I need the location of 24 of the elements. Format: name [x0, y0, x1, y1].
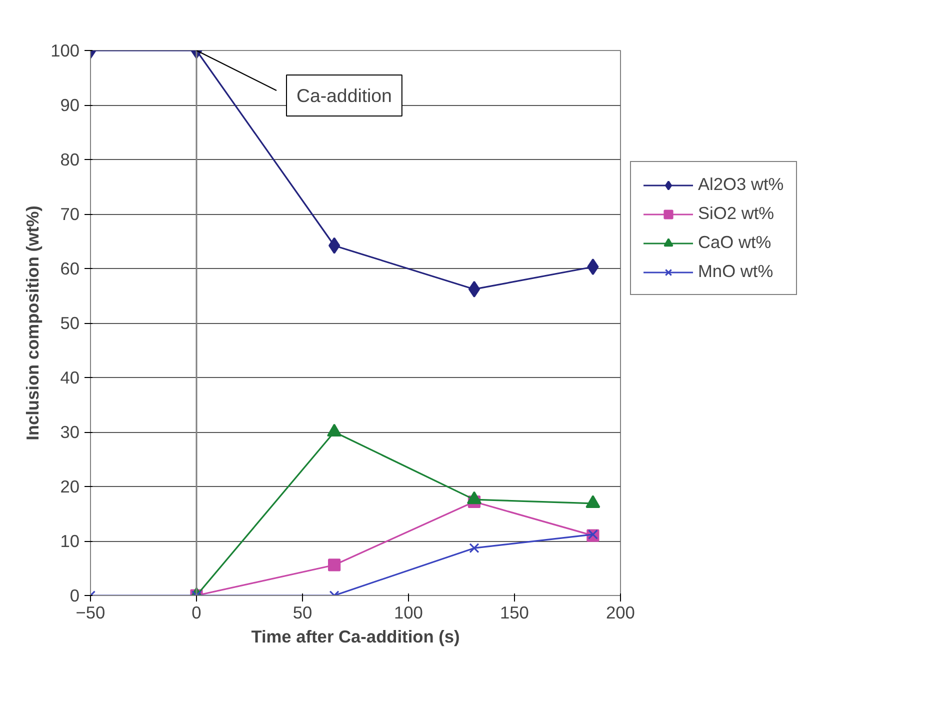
x-tick-label: −50: [76, 602, 106, 622]
x-tick-label: 100: [394, 602, 423, 622]
y-tick-label: 30: [60, 422, 80, 442]
x-tick-label: 0: [192, 602, 202, 622]
legend-label: CaO wt%: [698, 232, 772, 253]
y-tick-label: 0: [70, 586, 80, 606]
y-tick-label: 10: [60, 531, 80, 551]
y-tick-label: 100: [50, 40, 80, 60]
y-tick-label: 20: [60, 476, 80, 496]
annotation: Ca-addition: [296, 85, 392, 106]
x-tick-label: 50: [292, 602, 312, 622]
y-tick-label: 90: [60, 95, 80, 115]
y-tick-label: 40: [60, 368, 80, 388]
x-tick-label: 200: [606, 602, 635, 622]
legend-label: Al2O3 wt%: [698, 174, 784, 195]
y-axis-title: Inclusion composition (wt%): [22, 206, 43, 440]
y-tick-label: 60: [60, 258, 80, 278]
y-tick-label: 50: [60, 313, 80, 333]
x-tick-label: 150: [500, 602, 529, 622]
x-axis-title: Time after Ca-addition (s): [251, 626, 460, 646]
y-tick-label: 80: [60, 150, 80, 170]
legend-label: MnO wt%: [698, 261, 774, 282]
legend-label: SiO2 wt%: [698, 203, 774, 224]
y-tick-label: 70: [60, 204, 80, 224]
